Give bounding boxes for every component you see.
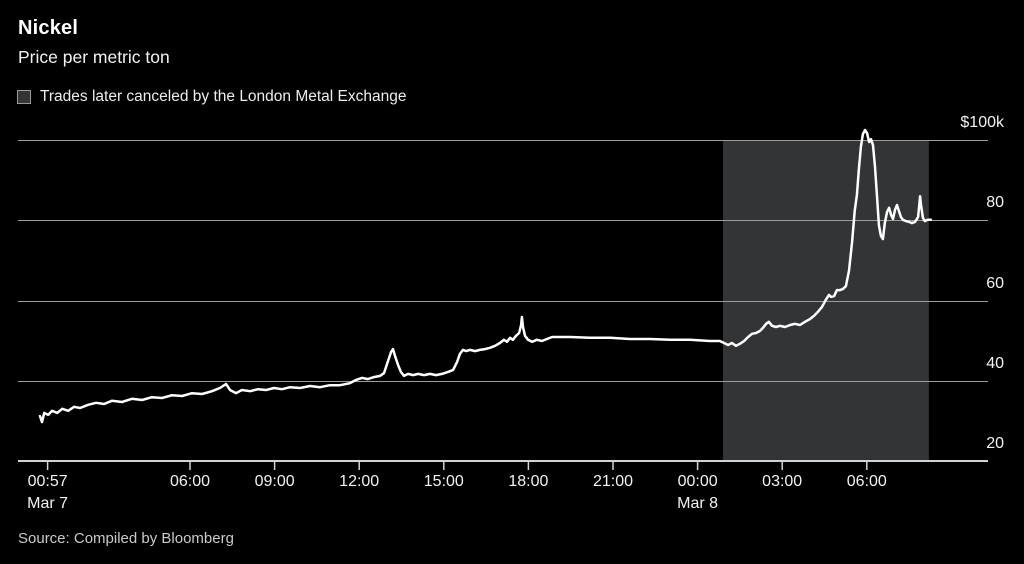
- x-axis-label: 18:00: [508, 473, 549, 490]
- x-axis: [18, 460, 988, 470]
- source-note: Source: Compiled by Bloomberg: [18, 530, 234, 547]
- legend: Trades later canceled by the London Meta…: [17, 88, 407, 106]
- x-axis-label: 00:57: [27, 473, 68, 490]
- y-axis-label: 20: [986, 435, 1004, 452]
- y-axis-label: $100k: [960, 114, 1004, 131]
- x-axis-label: 06:00: [169, 473, 211, 490]
- chart-subtitle: Price per metric ton: [18, 47, 170, 67]
- x-axis-label: 21:00: [592, 473, 634, 490]
- x-axis-label: 03:00: [762, 473, 803, 490]
- x-axis-label: 15:00: [423, 473, 464, 490]
- x-axis-label: 06:00: [846, 473, 887, 490]
- y-axis-label: 40: [986, 354, 1004, 372]
- y-axis-label: 60: [986, 274, 1004, 292]
- y-axis-label: 80: [986, 194, 1004, 212]
- canceled-trades-swatch-icon: [17, 90, 31, 104]
- x-axis-date-label: Mar 8: [677, 495, 719, 512]
- x-axis-date-label: Mar 7: [27, 495, 69, 512]
- x-axis-label: 12:00: [339, 473, 380, 490]
- x-axis-label: 09:00: [254, 473, 295, 490]
- chart-title: Nickel: [18, 17, 79, 39]
- price-line-path: [38, 128, 933, 424]
- legend-label: Trades later canceled by the London Meta…: [40, 88, 407, 105]
- x-axis-label: 00:00: [677, 473, 718, 490]
- price-line: [38, 128, 933, 424]
